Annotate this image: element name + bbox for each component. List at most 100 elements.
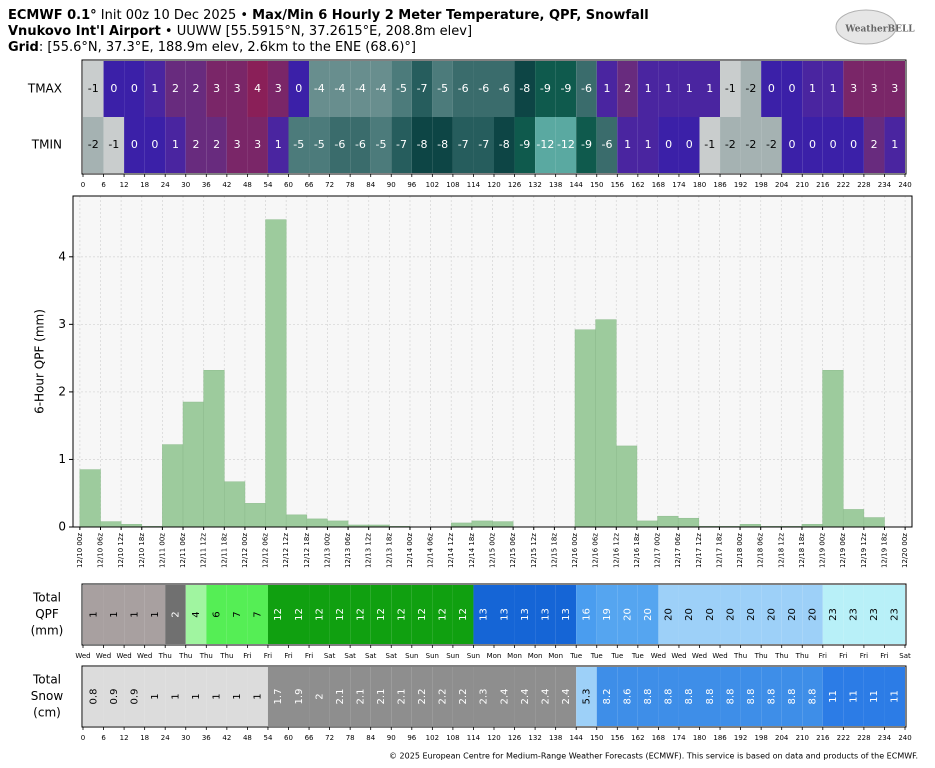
temp-label: -4 — [314, 82, 325, 95]
temp-label: -5 — [437, 82, 448, 95]
x-tick-label: 12/14 18z — [468, 533, 476, 568]
temp-label: -8 — [519, 82, 530, 95]
x-tick-label: 228 — [857, 734, 870, 742]
x-tick-label: 186 — [713, 734, 727, 742]
total-cell — [637, 585, 659, 644]
temp-label: -6 — [581, 82, 592, 95]
x-tick-label: 66 — [305, 734, 314, 742]
total-cell — [740, 667, 762, 726]
temp-label: 0 — [110, 82, 117, 95]
y-tick-label: 3 — [58, 317, 66, 331]
x-tick-label: 108 — [446, 734, 459, 742]
temp-cell — [432, 117, 453, 173]
temp-label: 1 — [624, 138, 631, 151]
x-tick-label: Thu — [774, 652, 788, 660]
y-tick-label: 2 — [58, 384, 66, 398]
x-tick-label: Tue — [590, 652, 603, 660]
temp-label: 1 — [809, 82, 816, 95]
x-tick-label: 12/11 18z — [220, 533, 228, 568]
total-label: 2.1 — [397, 689, 408, 705]
total-label: 1 — [129, 611, 140, 617]
x-tick-label: 30 — [181, 181, 190, 189]
temp-label: -6 — [458, 82, 469, 95]
x-tick-label: 12/15 18z — [550, 533, 558, 568]
total-cell — [884, 585, 905, 644]
temp-label: -9 — [581, 138, 592, 151]
temp-cell — [576, 61, 597, 117]
total-cell — [802, 667, 823, 726]
total-cell — [802, 585, 823, 644]
total-cell — [309, 667, 330, 726]
title: ECMWF 0.1° Init 00z 10 Dec 2025 • Max/Mi… — [8, 8, 649, 23]
x-tick-label: 0 — [81, 734, 85, 742]
temp-cell — [144, 117, 166, 173]
x-tick-label: Wed — [137, 652, 152, 660]
x-tick-label: 96 — [407, 181, 416, 189]
temp-label: -7 — [396, 138, 407, 151]
temp-label: 2 — [624, 82, 631, 95]
x-tick-label: 228 — [857, 181, 870, 189]
x-tick-label: 12/19 12z — [860, 533, 868, 568]
temp-label: 0 — [295, 82, 302, 95]
temp-label: -1 — [88, 82, 99, 95]
total-cell — [884, 667, 905, 726]
total-cell — [391, 667, 412, 726]
logo-shape — [835, 9, 897, 45]
total-label: 2.4 — [499, 689, 510, 705]
x-tick-label: 12/19 00z — [819, 533, 827, 568]
temp-cell — [494, 117, 515, 173]
x-tick-label: 36 — [202, 734, 211, 742]
x-tick-label: 192 — [734, 734, 747, 742]
x-tick-label: Sat — [344, 652, 356, 660]
total-label: 12 — [397, 608, 408, 621]
temp-label: -6 — [499, 82, 510, 95]
bar — [327, 520, 349, 528]
total-label: 19 — [602, 608, 613, 621]
x-tick-label: 78 — [346, 181, 355, 189]
y-axis-label: Snow — [31, 689, 64, 703]
x-tick-label: 150 — [590, 734, 603, 742]
temp-cell — [288, 61, 310, 117]
bar — [450, 522, 473, 528]
temp-label: 3 — [275, 82, 282, 95]
total-cell — [678, 585, 700, 644]
title-part: Init 00z 10 Dec 2025 • — [97, 8, 253, 23]
total-cell — [761, 667, 782, 726]
total-label: 2.4 — [520, 689, 531, 705]
total-label: 4 — [191, 611, 202, 617]
bar — [595, 319, 617, 528]
x-tick-label: Sat — [324, 652, 336, 660]
y-axis-label: QPF — [35, 607, 59, 621]
total-cell — [678, 667, 700, 726]
x-tick-label: 114 — [467, 734, 481, 742]
total-cell — [391, 585, 412, 644]
x-tick-label: 12/10 06z — [97, 533, 105, 568]
total-cell — [863, 585, 885, 644]
bar — [182, 401, 204, 528]
x-tick-label: 12/16 18z — [633, 533, 641, 568]
temp-label: 0 — [768, 82, 775, 95]
x-tick-label: 90 — [387, 734, 396, 742]
charts: TMAX -1 0 0 1 2 2 3 3 4 3 0 -4 -4 -4 -4 -5 -7 -5 -6 -6 -6 -8 -9… — [27, 59, 913, 742]
total-label: 8.8 — [787, 689, 798, 705]
total-label: 2.3 — [479, 689, 490, 705]
x-tick-label: 12/14 12z — [447, 533, 455, 568]
x-tick-label: 240 — [898, 181, 911, 189]
temp-label: 2 — [871, 138, 878, 151]
x-tick-label: Fri — [860, 652, 868, 660]
temp-label: 3 — [850, 82, 857, 95]
total-label: 1 — [212, 693, 223, 699]
y-axis-label: (cm) — [33, 706, 61, 720]
x-tick-label: Fri — [305, 652, 313, 660]
temp-label: -7 — [417, 82, 428, 95]
total-cell — [309, 585, 330, 644]
total-cell — [144, 667, 166, 726]
total-label: 11 — [869, 690, 880, 703]
bar — [79, 469, 101, 528]
x-tick-label: 12/17 12z — [695, 533, 703, 568]
x-tick-label: 198 — [754, 181, 767, 189]
temp-cell — [124, 61, 145, 117]
temp-label: -9 — [519, 138, 530, 151]
temp-cell — [83, 117, 104, 173]
y-axis-label: Total — [32, 673, 61, 687]
